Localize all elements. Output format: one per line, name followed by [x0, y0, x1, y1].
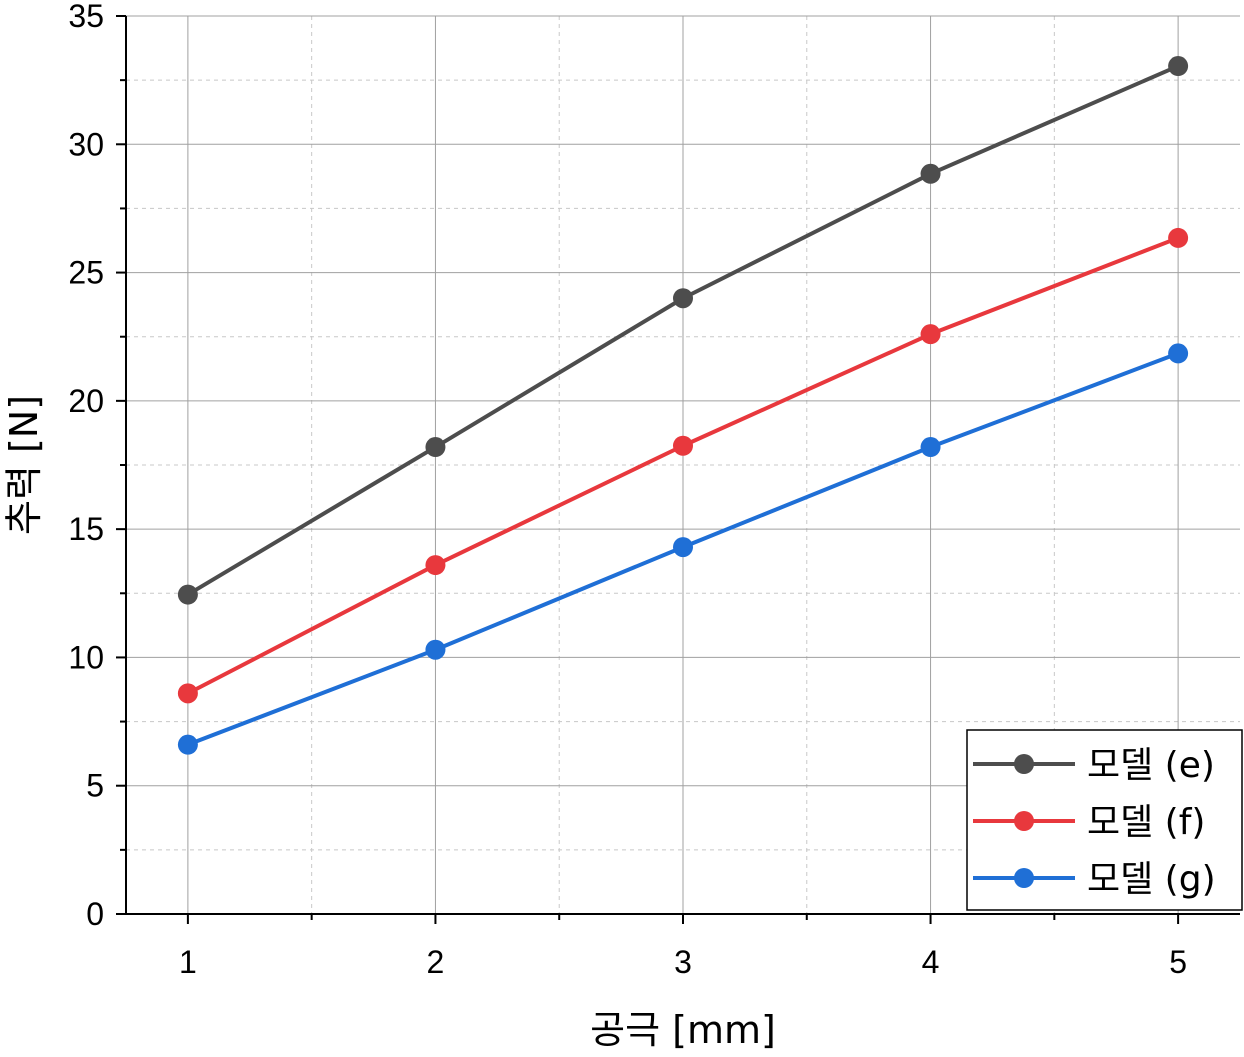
data-point	[673, 537, 693, 558]
data-point	[177, 584, 198, 605]
y-tick-label: 25	[68, 255, 104, 291]
series-0	[177, 56, 1189, 605]
y-tick-label: 5	[86, 768, 104, 804]
y-tick-label: 35	[68, 0, 104, 34]
legend-label: 모델 (f)	[1087, 802, 1205, 843]
legend: 모델 (e) 모델 (f) 모델 (g)	[966, 729, 1243, 911]
series-group	[177, 56, 1189, 755]
legend-item: 모델 (g)	[973, 859, 1216, 900]
data-point	[920, 324, 941, 345]
legend-marker	[1014, 811, 1034, 831]
x-axis-title: 공극 [mm]	[590, 1008, 776, 1052]
y-tick-label: 0	[86, 896, 104, 932]
data-point	[177, 683, 198, 704]
y-tick-label: 10	[68, 639, 104, 675]
data-point	[920, 437, 941, 458]
data-point	[1168, 227, 1189, 248]
ticks: 1 2 3 4 5 0 5 10 15 20 25 30 35	[68, 0, 1187, 980]
legend-label: 모델 (g)	[1087, 859, 1216, 900]
data-point	[673, 435, 693, 456]
x-tick-label: 5	[1169, 944, 1187, 980]
data-point	[1168, 343, 1189, 364]
x-tick-label: 4	[922, 944, 940, 980]
legend-item: 모델 (f)	[973, 802, 1205, 843]
data-point	[920, 163, 941, 184]
legend-marker	[1014, 754, 1034, 774]
series-1	[177, 227, 1189, 704]
data-point	[1168, 56, 1189, 77]
series-2	[177, 343, 1189, 755]
grid	[126, 15, 1240, 914]
data-point	[425, 639, 446, 660]
y-tick-label: 15	[68, 511, 104, 547]
x-tick-label: 1	[179, 944, 197, 980]
y-tick-label: 20	[68, 383, 104, 419]
x-tick-label: 2	[427, 944, 445, 980]
legend-marker	[1014, 868, 1034, 888]
x-tick-label: 3	[674, 944, 692, 980]
data-point	[673, 288, 693, 309]
legend-item: 모델 (e)	[973, 745, 1215, 786]
legend-label: 모델 (e)	[1087, 745, 1215, 786]
y-tick-label: 30	[68, 126, 104, 162]
data-point	[177, 734, 198, 755]
data-point	[425, 555, 446, 576]
data-point	[425, 437, 446, 458]
y-axis-title: 추력 [N]	[2, 395, 46, 535]
